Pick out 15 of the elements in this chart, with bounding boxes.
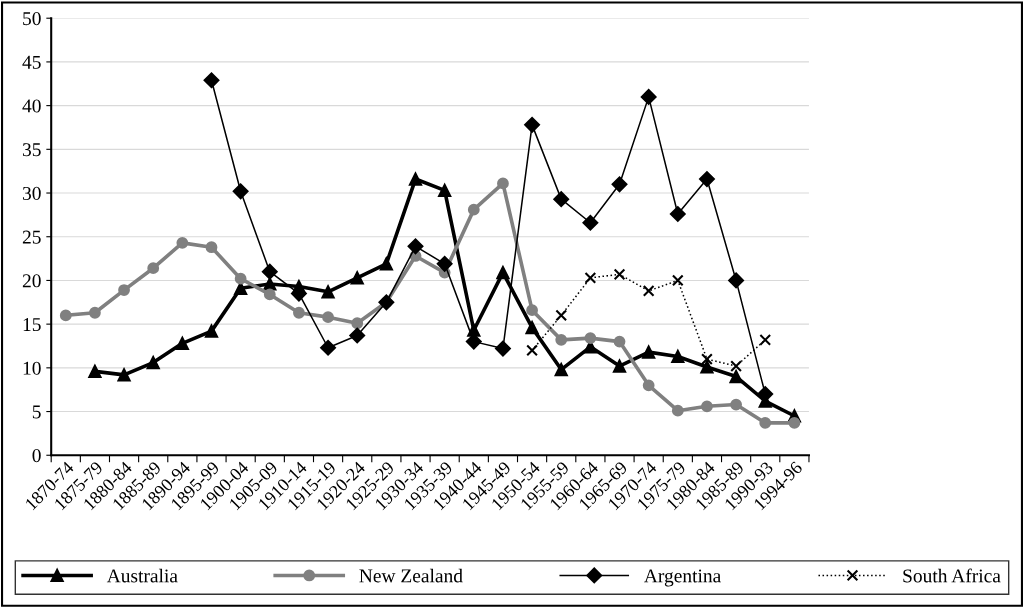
legend-label: Australia (106, 568, 178, 583)
y-tick-label: 30 (22, 186, 41, 200)
y-tick-label: 25 (22, 230, 41, 244)
y-tick-label: 35 (22, 143, 41, 157)
y-tick-label: 0 (32, 449, 41, 463)
legend-label: South Africa (903, 568, 1001, 583)
legend-label: Argentina (644, 569, 721, 587)
legend-label: New Zealand (359, 568, 463, 583)
y-tick-label: 20 (22, 274, 41, 288)
y-tick-label: 45 (22, 55, 41, 69)
y-tick-label: 40 (22, 99, 41, 113)
y-tick-label: 10 (23, 361, 41, 375)
y-tick-label: 50 (23, 12, 41, 26)
y-tick-label: 15 (23, 318, 41, 332)
y-tick-label: 5 (32, 405, 41, 419)
